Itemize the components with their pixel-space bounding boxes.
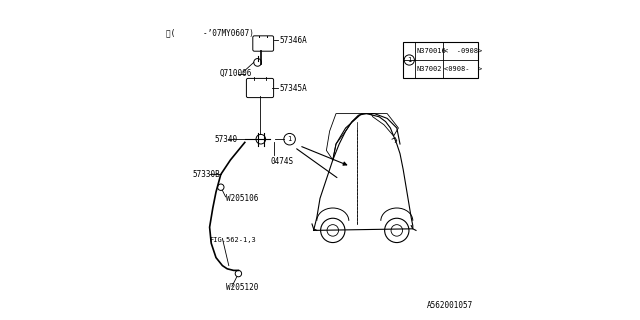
Text: <  -0908>: < -0908> (444, 48, 482, 54)
Text: Q710006: Q710006 (219, 69, 252, 78)
FancyBboxPatch shape (246, 78, 274, 98)
Text: 57345A: 57345A (279, 84, 307, 92)
Text: 57340: 57340 (214, 135, 237, 144)
Text: N37002: N37002 (417, 66, 442, 72)
Text: A562001057: A562001057 (428, 301, 474, 310)
Text: W205120: W205120 (226, 284, 258, 292)
Text: 1: 1 (287, 136, 292, 142)
Text: FIG.562-1,3: FIG.562-1,3 (210, 237, 257, 243)
Text: W205106: W205106 (226, 194, 258, 203)
Text: 1: 1 (407, 57, 412, 63)
Text: ※(      -’07MY0607): ※( -’07MY0607) (166, 29, 254, 38)
Text: 57346A: 57346A (279, 36, 307, 44)
FancyBboxPatch shape (403, 42, 479, 78)
FancyBboxPatch shape (253, 36, 274, 51)
Text: 0474S: 0474S (270, 157, 294, 166)
Text: <0908-  >: <0908- > (444, 66, 482, 72)
Text: 57330B: 57330B (192, 170, 220, 179)
Text: N370016: N370016 (417, 48, 446, 54)
